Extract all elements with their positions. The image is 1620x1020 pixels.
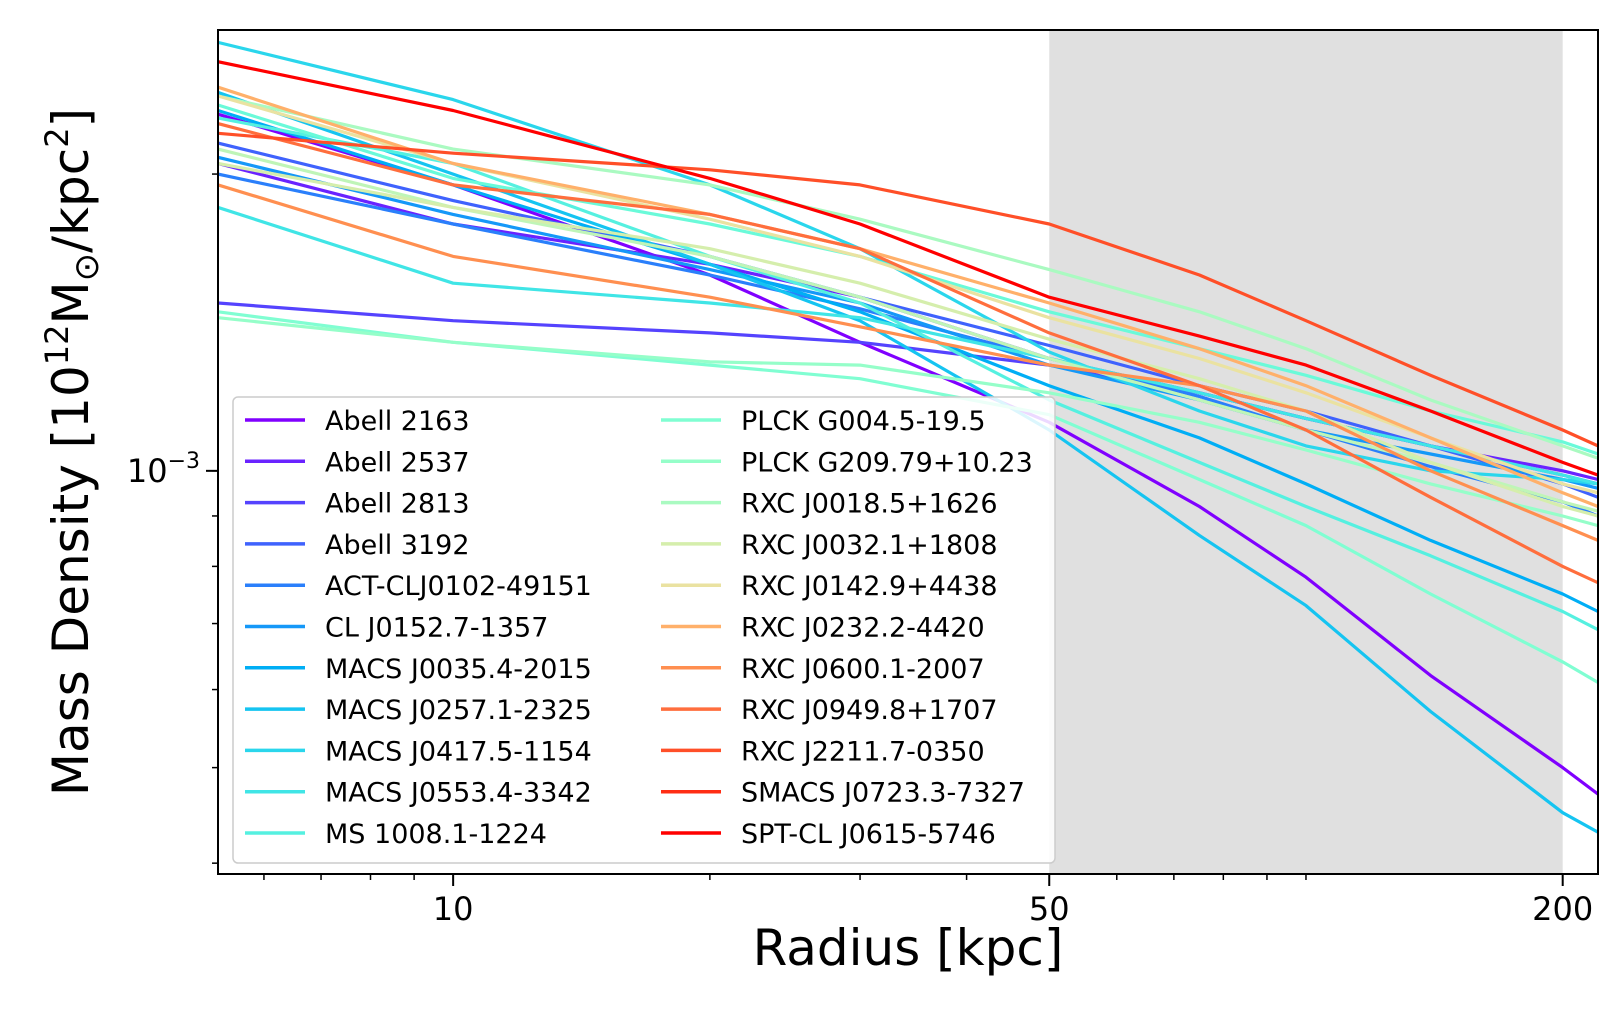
x-tick-label: 200 [1532, 890, 1593, 928]
x-axis-title: Radius [kpc] [753, 919, 1064, 977]
legend-label: RXC J0032.1+1808 [741, 530, 998, 561]
x-tick-label: 10 [433, 890, 474, 928]
legend-label: PLCK G209.79+10.23 [741, 447, 1033, 478]
legend-label: MACS J0257.1-2325 [325, 695, 592, 726]
series-line-21 [218, 131, 1598, 448]
legend-label: RXC J2211.7-0350 [741, 736, 985, 767]
series-line-12 [218, 310, 1598, 685]
series-line-13 [218, 316, 1598, 528]
legend-label: ACT-CLJ0102-49151 [325, 571, 592, 602]
series-line-17 [218, 94, 1598, 495]
legend-label: RXC J0949.8+1707 [741, 695, 998, 726]
series-line-18 [218, 85, 1598, 509]
legend-label: CL J0152.7-1357 [325, 613, 548, 644]
shaded-region-layer [1049, 30, 1563, 874]
legend: Abell 2163 Abell 2537 Abell 2813 Abell 3192… [232, 396, 1056, 864]
legend-label: Abell 2813 [325, 489, 470, 520]
y-axis-title: Mass Density [1012M⊙/kpc2] [38, 108, 107, 796]
series-line-19 [218, 183, 1598, 543]
x-tick-label: 50 [1029, 890, 1070, 928]
series-line-8 [218, 40, 1598, 486]
shaded-region [1049, 30, 1563, 874]
series-line-22 [218, 60, 1598, 477]
legend-box [232, 396, 1056, 864]
series-line-7 [218, 90, 1598, 834]
axis-ticks: 10 50 200 10−3 [127, 173, 1593, 928]
legend-label: RXC J0018.5+1626 [741, 489, 998, 520]
series-line-6 [218, 108, 1598, 614]
series-line-15 [218, 147, 1598, 513]
legend-label: MACS J0035.4-2015 [325, 654, 592, 685]
legend-label: Abell 2537 [325, 447, 470, 478]
plot-frame [217, 29, 1599, 875]
legend-label: RXC J0142.9+4438 [741, 571, 998, 602]
series-line-10 [218, 116, 1598, 632]
legend-label: MACS J0417.5-1154 [325, 736, 592, 767]
legend-label: SMACS J0723.3-7327 [741, 778, 1025, 809]
series-line-20 [218, 121, 1598, 585]
legend-label: Abell 2163 [325, 406, 470, 437]
legend-label: MS 1008.1-1224 [325, 819, 547, 850]
legend-label: MACS J0553.4-3342 [325, 778, 592, 809]
y-tick-label: 10−3 [127, 449, 200, 490]
legend-label: Abell 3192 [325, 530, 470, 561]
legend-label: SPT-CL J0615-5746 [741, 819, 996, 850]
legend-label: RXC J0232.2-4420 [741, 613, 985, 644]
legend-label: RXC J0600.1-2007 [741, 654, 985, 685]
series-lines [218, 40, 1598, 834]
legend-label: PLCK G004.5-19.5 [741, 406, 986, 437]
series-line-14 [218, 94, 1598, 460]
